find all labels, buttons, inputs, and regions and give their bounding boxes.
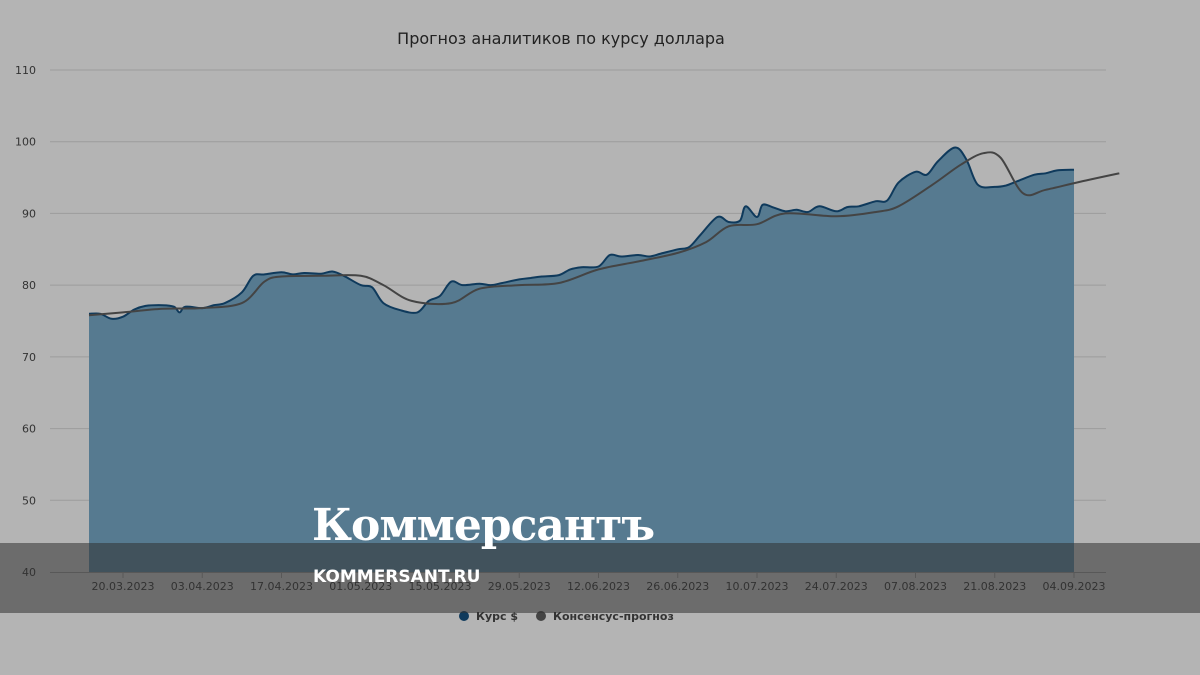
y-tick-label: 80 [22,279,36,292]
y-tick-label: 70 [22,351,36,364]
chart-title: Прогноз аналитиков по курсу доллара [397,29,725,48]
series-area-kurs [89,147,1074,572]
y-tick-label: 60 [22,423,36,436]
y-axis: 405060708090100110 [15,64,36,579]
watermark-band [0,543,1200,613]
series-line-kurs [88,146,1075,320]
y-tick-label: 90 [22,207,36,220]
series-line-konsensus [88,151,1120,317]
legend-label: Курс $ [476,610,518,623]
kommersant-logo: Коммерсантъ [312,500,655,551]
legend-marker [536,611,546,621]
line-layer [88,146,1120,320]
y-tick-label: 110 [15,64,36,77]
legend: Курс $ Консенсус-прогноз [459,610,674,623]
legend-marker [459,611,469,621]
y-tick-label: 50 [22,494,36,507]
legend-label: Консенсус-прогноз [553,610,674,623]
kommersant-url: KOMMERSANT.RU [313,567,481,587]
area-layer [89,147,1074,572]
y-tick-label: 100 [15,136,36,149]
